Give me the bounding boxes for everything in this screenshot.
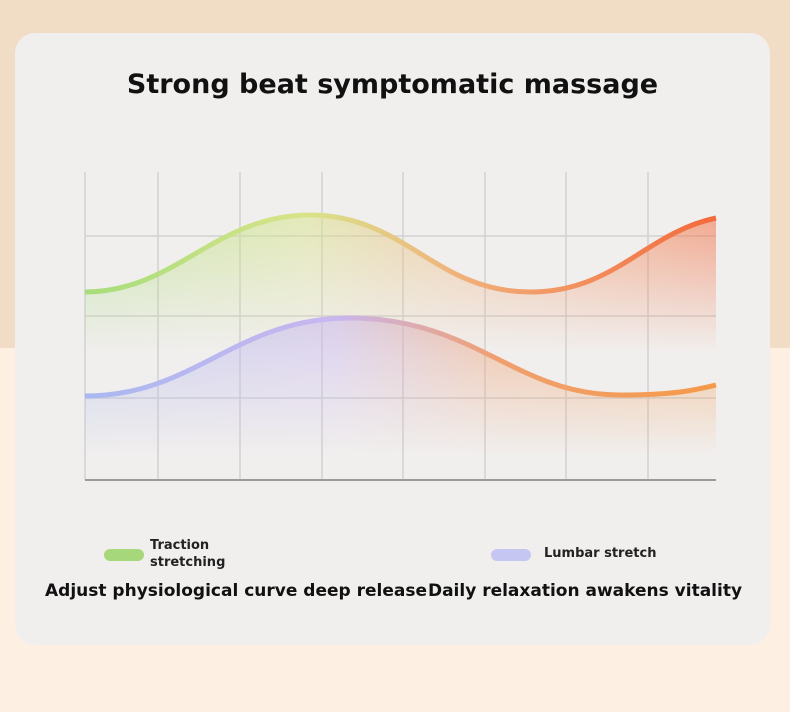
curve-bottom (84, 315, 717, 399)
card: Strong beat symptomatic massage (15, 33, 770, 645)
caption: Daily relaxation awakens vitality (427, 581, 743, 601)
legend-swatch (491, 549, 531, 561)
legend-label: Lumbar stretch (544, 546, 657, 561)
title: Strong beat symptomatic massage (126, 69, 659, 100)
legend-swatch (104, 549, 144, 561)
legend-label: Traction stretching (150, 538, 226, 570)
illustration (84, 172, 717, 481)
curve-top (84, 212, 717, 295)
area-bottom (85, 318, 716, 453)
caption: Adjust physiological curve deep release (45, 581, 427, 601)
